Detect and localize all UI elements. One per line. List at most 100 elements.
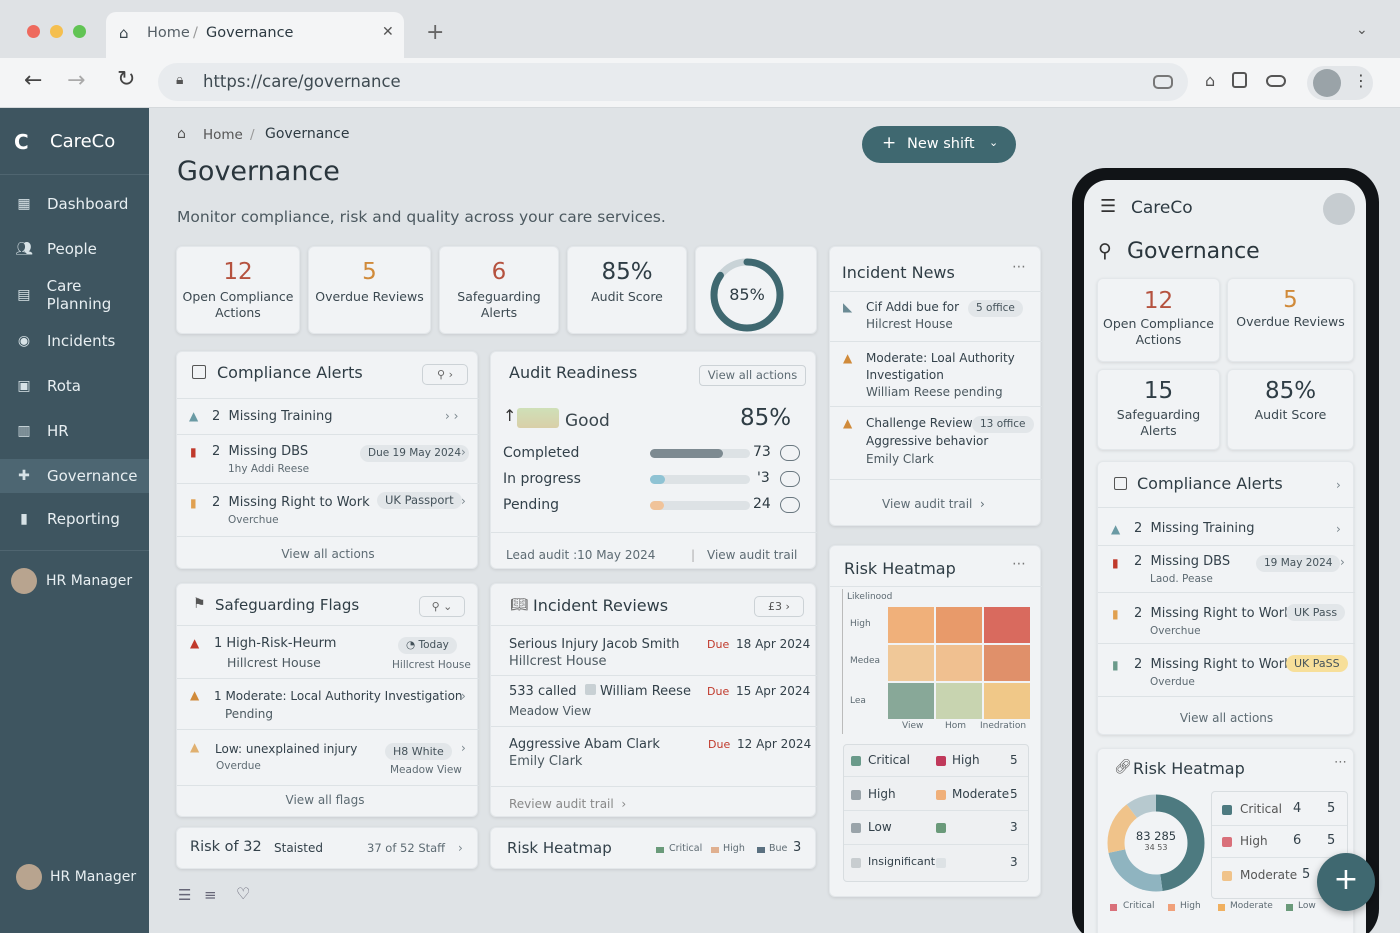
donut-center-sub: 34 53 [1144,843,1168,852]
view-audit-trail-link[interactable]: View audit trail [707,548,798,562]
floating-add-button[interactable]: + [1317,853,1375,911]
status-toggle-icon[interactable] [780,445,800,461]
compliance-row[interactable]: 2 Missing Training [212,409,333,424]
review-title[interactable]: Aggressive Abam Clark [509,737,660,752]
menu-kebab-icon[interactable]: ⋮ [1353,71,1369,90]
browser-tab[interactable]: ⌂ Home / Governance ✕ [106,12,404,58]
filter-button[interactable]: ⚲ › [422,364,468,385]
card-title: Incident Reviews [533,596,669,615]
legend-label: High [1180,901,1201,911]
stat-card-audit-score[interactable]: 85% Audit Score [567,246,687,334]
new-tab-icon[interactable]: + [426,20,445,45]
sidebar-item-hr[interactable]: ▥ HR [0,413,149,449]
view-audit-trail-link[interactable]: View audit trail › [882,497,985,511]
close-window-button[interactable] [27,25,40,38]
heatmap-cell[interactable] [984,683,1030,719]
view-all-actions-button[interactable]: View all actions [699,365,806,386]
compact-view-icon[interactable]: ≡ [204,886,217,904]
risk-summary-strip[interactable]: Risk of 32 Staisted 37 of 52 Staff › [176,827,478,869]
sidebar-item-rota[interactable]: ▣ Rota [0,368,149,404]
heatmap-cell[interactable] [888,607,934,643]
heatmap-cell[interactable] [984,645,1030,681]
phone-stat-open-compliance[interactable]: 12 Open Compliance Actions [1097,278,1220,362]
flag-title[interactable]: Low: unexplained injury [215,742,358,756]
cast-icon[interactable] [1266,75,1286,87]
close-tab-icon[interactable]: ✕ [382,24,394,40]
heatmap-cell[interactable] [888,645,934,681]
phone-stat-audit-score[interactable]: 85% Audit Score [1227,369,1354,450]
flag-title[interactable]: 1 Moderate: Local Authority Investigatio… [214,689,463,703]
compliance-row[interactable]: 2 Missing Right to Work [1134,606,1292,621]
heart-icon[interactable]: ♡ [236,884,251,903]
heatmap-cell[interactable] [936,683,982,719]
stat-value: 85% [601,259,653,285]
legend-swatch [851,858,861,868]
incident-detail: Investigation [866,368,944,382]
user-name[interactable]: HR Manager [50,869,137,885]
list-view-icon[interactable]: ☰ [178,886,192,904]
compliance-row[interactable]: 2 Missing DBS [1134,554,1231,569]
stat-card-overdue-reviews[interactable]: 5 Overdue Reviews [308,246,431,334]
reload-icon[interactable]: ↻ [117,67,136,92]
incident-title[interactable]: Moderate: Loal Authority [866,351,1015,365]
sidebar-item-dashboard[interactable]: ▦ Dashboard [0,186,149,222]
incident-reviews-count-button[interactable]: £3 › [754,596,804,617]
audit-gauge-value: 85% [729,285,765,304]
sidebar-item-reporting[interactable]: ▮ Reporting [0,501,149,537]
risk-heatmap-strip[interactable]: Risk Heatmap Critical High Bue 3 [490,827,816,869]
incident-title[interactable]: Cif Addi bue for [866,300,960,314]
sidebar-item-incidents[interactable]: ◉ Incidents [0,323,149,359]
more-options-icon[interactable]: ⋯ [1012,259,1026,275]
breadcrumb-home-icon[interactable]: ⌂ [177,126,186,142]
view-all-actions-link[interactable]: View all actions [1179,711,1274,725]
sidebar-item-care-planning[interactable]: ▤ Care Planning [0,277,149,313]
back-icon[interactable]: ← [24,68,43,93]
sidebar-item-people[interactable]: 👥︎ People [0,231,149,267]
completed-bar [650,449,750,458]
review-title[interactable]: Serious Injury Jacob Smith [509,637,680,652]
status-toggle-icon[interactable] [780,497,800,513]
hamburger-menu-icon[interactable]: ☰ [1100,196,1117,217]
reader-mode-icon[interactable] [1153,75,1173,89]
heatmap-cell[interactable] [936,645,982,681]
search-icon[interactable]: ⚲ [1098,240,1112,262]
tab-list-chevron-icon[interactable]: ⌄ [1356,22,1368,38]
profile-menu[interactable]: ⋮ [1307,66,1373,100]
avatar[interactable] [1323,193,1355,225]
more-options-icon[interactable]: ⋯ [1012,556,1026,572]
phone-stat-safeguarding[interactable]: 15 Safeguarding Alerts [1097,369,1220,450]
incident-assignee: William Reese pending [866,385,1003,399]
chevron-right-icon[interactable]: › [1336,478,1341,492]
forward-icon[interactable]: → [67,68,86,93]
compliance-row[interactable]: 2 Missing Right to Work [1134,657,1292,672]
heatmap-cell[interactable] [936,607,982,643]
book-icon: 📖︎ [510,597,528,613]
compliance-row[interactable]: 2 Missing Training [1134,521,1255,536]
status-toggle-icon[interactable] [780,471,800,487]
filter-button[interactable]: ⚲ ⌄ [419,596,465,617]
bookmark-icon[interactable] [1232,72,1247,88]
incident-title[interactable]: Challenge Review [866,416,973,430]
view-all-actions-link[interactable]: View all actions [281,547,375,561]
sidebar-item-governance[interactable]: ✚ Governance [0,459,149,493]
flag-title[interactable]: 1 High-Risk-Heurm [214,636,337,651]
compliance-row[interactable]: 2 Missing Right to Work [212,495,370,510]
address-bar[interactable]: 🔒︎ https://care/governance [158,63,1188,101]
compliance-row[interactable]: 2 Missing DBS [212,444,309,459]
extension-icon[interactable]: ⌂ [1205,71,1216,90]
minimize-window-button[interactable] [50,25,63,38]
new-shift-button[interactable]: + New shift ⌄ [862,126,1016,163]
heatmap-cell[interactable] [984,607,1030,643]
more-options-icon[interactable]: ⋯ [1334,755,1347,770]
stat-card-open-compliance[interactable]: 12 Open Compliance Actions [176,246,300,334]
breadcrumb-home[interactable]: Home [203,127,243,143]
review-title[interactable]: 533 called William Reese [509,684,691,699]
user-name[interactable]: HR Manager [46,573,133,589]
heatmap-cell[interactable] [888,683,934,719]
phone-stat-overdue-reviews[interactable]: 5 Overdue Reviews [1227,278,1354,362]
view-all-flags-link[interactable]: View all flags [285,793,365,807]
review-audit-trail-link[interactable]: Review audit trail › [509,797,627,811]
people-icon: 👥︎ [15,241,33,257]
stat-card-safeguarding[interactable]: 6 Safeguarding Alerts [439,246,559,334]
maximize-window-button[interactable] [73,25,86,38]
